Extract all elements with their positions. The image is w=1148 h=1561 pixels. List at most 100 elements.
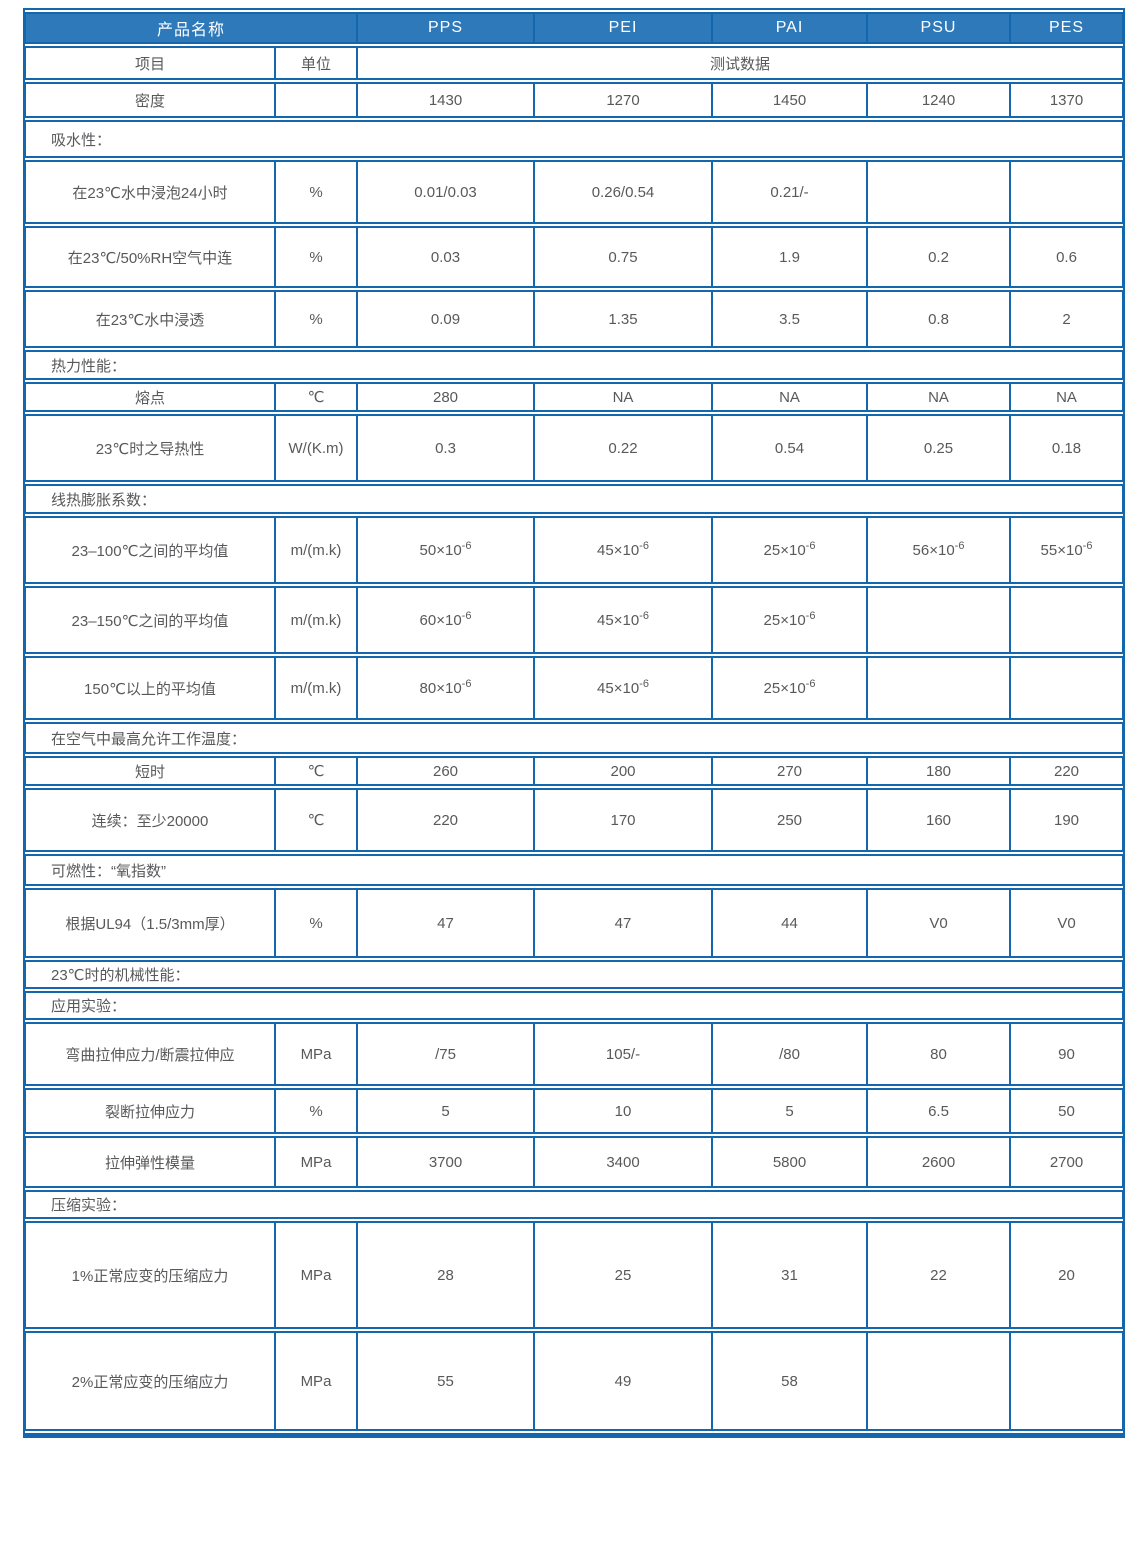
value-cell: 1.35	[534, 290, 712, 348]
row-label: 23–100℃之间的平均值	[24, 516, 275, 584]
unit-column-header: 单位	[274, 46, 357, 80]
value-cell: 5	[357, 1088, 534, 1134]
value-cell	[867, 586, 1010, 654]
row-label: 根据UL94（1.5/3mm厚）	[24, 888, 275, 958]
section-label: 在空气中最高允许工作温度：	[24, 722, 1123, 754]
value-cell: 0.21/-	[712, 160, 867, 224]
value-cell: 3400	[534, 1136, 712, 1188]
value-cell: 1430	[357, 82, 534, 118]
value-cell: 3.5	[712, 290, 867, 348]
value-cell: 22	[867, 1221, 1010, 1329]
unit-cell	[274, 82, 357, 118]
value-cell	[867, 656, 1010, 720]
table-row: 拉伸弹性模量 MPa 3700 3400 5800 2600 2700	[24, 1136, 1123, 1188]
value-cell: 105/-	[534, 1022, 712, 1086]
section-row: 23℃时的机械性能：	[24, 960, 1123, 989]
value-cell: 220	[1010, 756, 1123, 786]
value-cell: 270	[712, 756, 867, 786]
section-row: 压缩实验：	[24, 1190, 1123, 1219]
row-label: 23℃时之导热性	[24, 414, 275, 482]
table-row: 23–100℃之间的平均值 m/(m.k) 50×10-6 45×10-6 25×10-…	[24, 516, 1123, 584]
value-cell: 45×10-6	[534, 516, 712, 584]
product-column-header: PES	[1010, 12, 1123, 44]
unit-cell: %	[274, 290, 357, 348]
row-label: 拉伸弹性模量	[24, 1136, 275, 1188]
section-row: 吸水性：	[24, 120, 1123, 158]
value-cell: 1.9	[712, 226, 867, 288]
row-label: 150℃以上的平均值	[24, 656, 275, 720]
row-label: 裂断拉伸应力	[24, 1088, 275, 1134]
unit-cell: MPa	[274, 1136, 357, 1188]
value-cell	[867, 160, 1010, 224]
table-row: 在23℃水中浸泡24小时% 0.01/0.03 0.26/0.54 0.21/-	[24, 160, 1123, 224]
unit-cell: m/(m.k)	[274, 656, 357, 720]
section-label: 应用实验：	[24, 991, 1123, 1020]
table-row: 连续：至少20000 ℃ 220 170 250 160 190	[24, 788, 1123, 852]
value-cell: 1370	[1010, 82, 1123, 118]
value-cell: 45×10-6	[534, 656, 712, 720]
value-cell: 50	[1010, 1088, 1123, 1134]
value-cell: 220	[357, 788, 534, 852]
value-cell	[1010, 1331, 1123, 1431]
value-cell: 170	[534, 788, 712, 852]
row-label: 密度	[24, 82, 275, 118]
section-row: 应用实验：	[24, 991, 1123, 1020]
row-label: 1%正常应变的压缩应力	[24, 1221, 275, 1329]
row-label: 2%正常应变的压缩应力	[24, 1331, 275, 1431]
value-cell: 25×10-6	[712, 656, 867, 720]
value-cell: 31	[712, 1221, 867, 1329]
unit-cell: m/(m.k)	[274, 516, 357, 584]
value-cell: 5800	[712, 1136, 867, 1188]
row-label: 在23℃水中浸透	[24, 290, 275, 348]
value-cell: NA	[1010, 382, 1123, 412]
value-cell: 44	[712, 888, 867, 958]
value-cell: 0.25	[867, 414, 1010, 482]
row-label: 23–150℃之间的平均值	[24, 586, 275, 654]
value-cell: 10	[534, 1088, 712, 1134]
unit-cell: W/(K.m)	[274, 414, 357, 482]
value-cell: 47	[534, 888, 712, 958]
value-cell: 0.03	[357, 226, 534, 288]
table-row: 在23℃/50%RH空气中连% 0.03 0.75 1.9 0.2 0.6	[24, 226, 1123, 288]
value-cell	[867, 1331, 1010, 1431]
row-label: 连续：至少20000	[24, 788, 275, 852]
table-row: 150℃以上的平均值 m/(m.k) 80×10-6 45×10-6 25×10-6	[24, 656, 1123, 720]
table-row: 密度 1430 1270 1450 1240 1370	[24, 82, 1123, 118]
product-name-header: 产品名称	[24, 12, 357, 44]
unit-cell: %	[274, 226, 357, 288]
value-cell: V0	[1010, 888, 1123, 958]
value-cell: 0.75	[534, 226, 712, 288]
section-row: 可燃性：“氧指数”	[24, 854, 1123, 886]
value-cell: 3700	[357, 1136, 534, 1188]
value-cell: 45×10-6	[534, 586, 712, 654]
value-cell: /75	[357, 1022, 534, 1086]
unit-cell: %	[274, 1088, 357, 1134]
section-label: 可燃性：“氧指数”	[24, 854, 1123, 886]
value-cell: 0.01/0.03	[357, 160, 534, 224]
value-cell: 80	[867, 1022, 1010, 1086]
value-cell: NA	[867, 382, 1010, 412]
value-cell: 60×10-6	[357, 586, 534, 654]
value-cell	[1010, 586, 1123, 654]
value-cell: /80	[712, 1022, 867, 1086]
value-cell: 2700	[1010, 1136, 1123, 1188]
section-label: 23℃时的机械性能：	[24, 960, 1123, 989]
value-cell: 6.5	[867, 1088, 1010, 1134]
section-row: 线热膨胀系数：	[24, 484, 1123, 514]
value-cell	[1010, 160, 1123, 224]
material-spec-table: 产品名称 PPS PEI PAI PSU PES 项目 单位 测试数据 密度 1430 12…	[22, 8, 1125, 1438]
unit-cell: MPa	[274, 1331, 357, 1431]
section-label: 压缩实验：	[24, 1190, 1123, 1219]
unit-cell: ℃	[274, 788, 357, 852]
value-cell: 50×10-6	[357, 516, 534, 584]
table-row: 裂断拉伸应力% 5 10 5 6.5 50	[24, 1088, 1123, 1134]
row-label: 短时	[24, 756, 275, 786]
value-cell: 0.6	[1010, 226, 1123, 288]
value-cell: 250	[712, 788, 867, 852]
value-cell: 160	[867, 788, 1010, 852]
unit-cell: MPa	[274, 1022, 357, 1086]
value-cell: 25×10-6	[712, 586, 867, 654]
table-row: 短时 ℃ 260 200 270 180 220	[24, 756, 1123, 786]
value-cell: 190	[1010, 788, 1123, 852]
section-label: 线热膨胀系数：	[24, 484, 1123, 514]
